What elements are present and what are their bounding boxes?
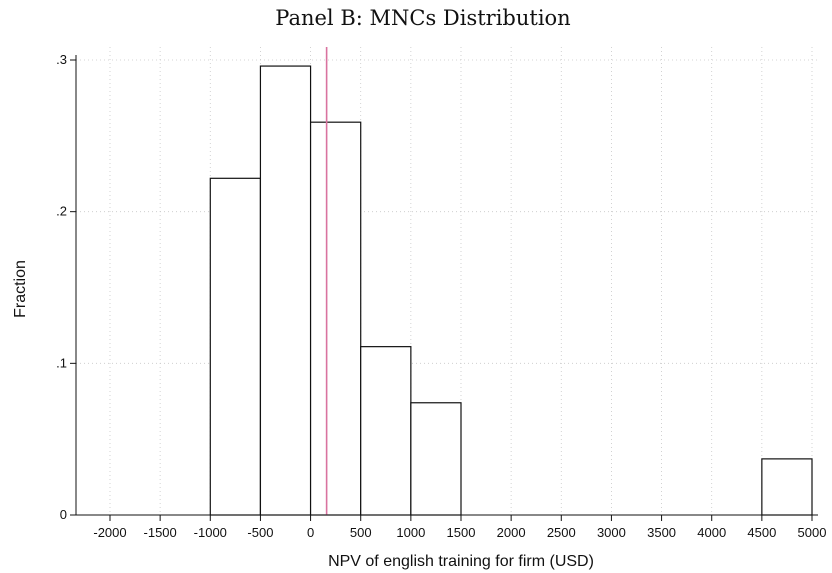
histogram-bar <box>410 402 462 516</box>
x-tick-label: 3500 <box>647 525 676 540</box>
x-tick-label: 3000 <box>597 525 626 540</box>
x-tick-label: 4500 <box>747 525 776 540</box>
y-tick-label: .3 <box>56 52 67 67</box>
y-tick-label: .2 <box>56 204 67 219</box>
x-tick-label: -1000 <box>194 525 227 540</box>
histogram-bar <box>761 458 813 516</box>
x-axis-ticks: -2000 -1500 -1000 -500 0 500 1000 1500 2000 2500 3… <box>93 515 826 540</box>
x-tick-label: 0 <box>307 525 314 540</box>
x-tick-label: -1500 <box>144 525 177 540</box>
y-tick-label: .1 <box>56 355 67 370</box>
histogram-bar <box>360 346 412 516</box>
y-axis-ticks: 0 .1 .2 .3 <box>56 52 76 522</box>
histogram-bar <box>209 177 262 516</box>
y-tick-label: 0 <box>60 507 67 522</box>
x-tick-label: 1000 <box>396 525 425 540</box>
histogram-bar <box>259 65 312 516</box>
x-tick-label: 5000 <box>798 525 827 540</box>
x-tick-label: 4000 <box>697 525 726 540</box>
axes <box>75 55 818 516</box>
x-tick-label: -2000 <box>93 525 126 540</box>
x-tick-label: 2500 <box>547 525 576 540</box>
x-axis-label: NPV of english training for firm (USD) <box>328 553 594 570</box>
y-axis-label: Fraction <box>12 260 29 318</box>
chart-title: Panel B: MNCs Distribution <box>275 6 570 30</box>
x-tick-label: 1500 <box>447 525 476 540</box>
x-tick-label: 500 <box>350 525 372 540</box>
histogram-bar <box>309 121 362 516</box>
x-tick-label: 2000 <box>497 525 526 540</box>
x-tick-label: -500 <box>247 525 273 540</box>
histogram-bars <box>209 65 813 516</box>
